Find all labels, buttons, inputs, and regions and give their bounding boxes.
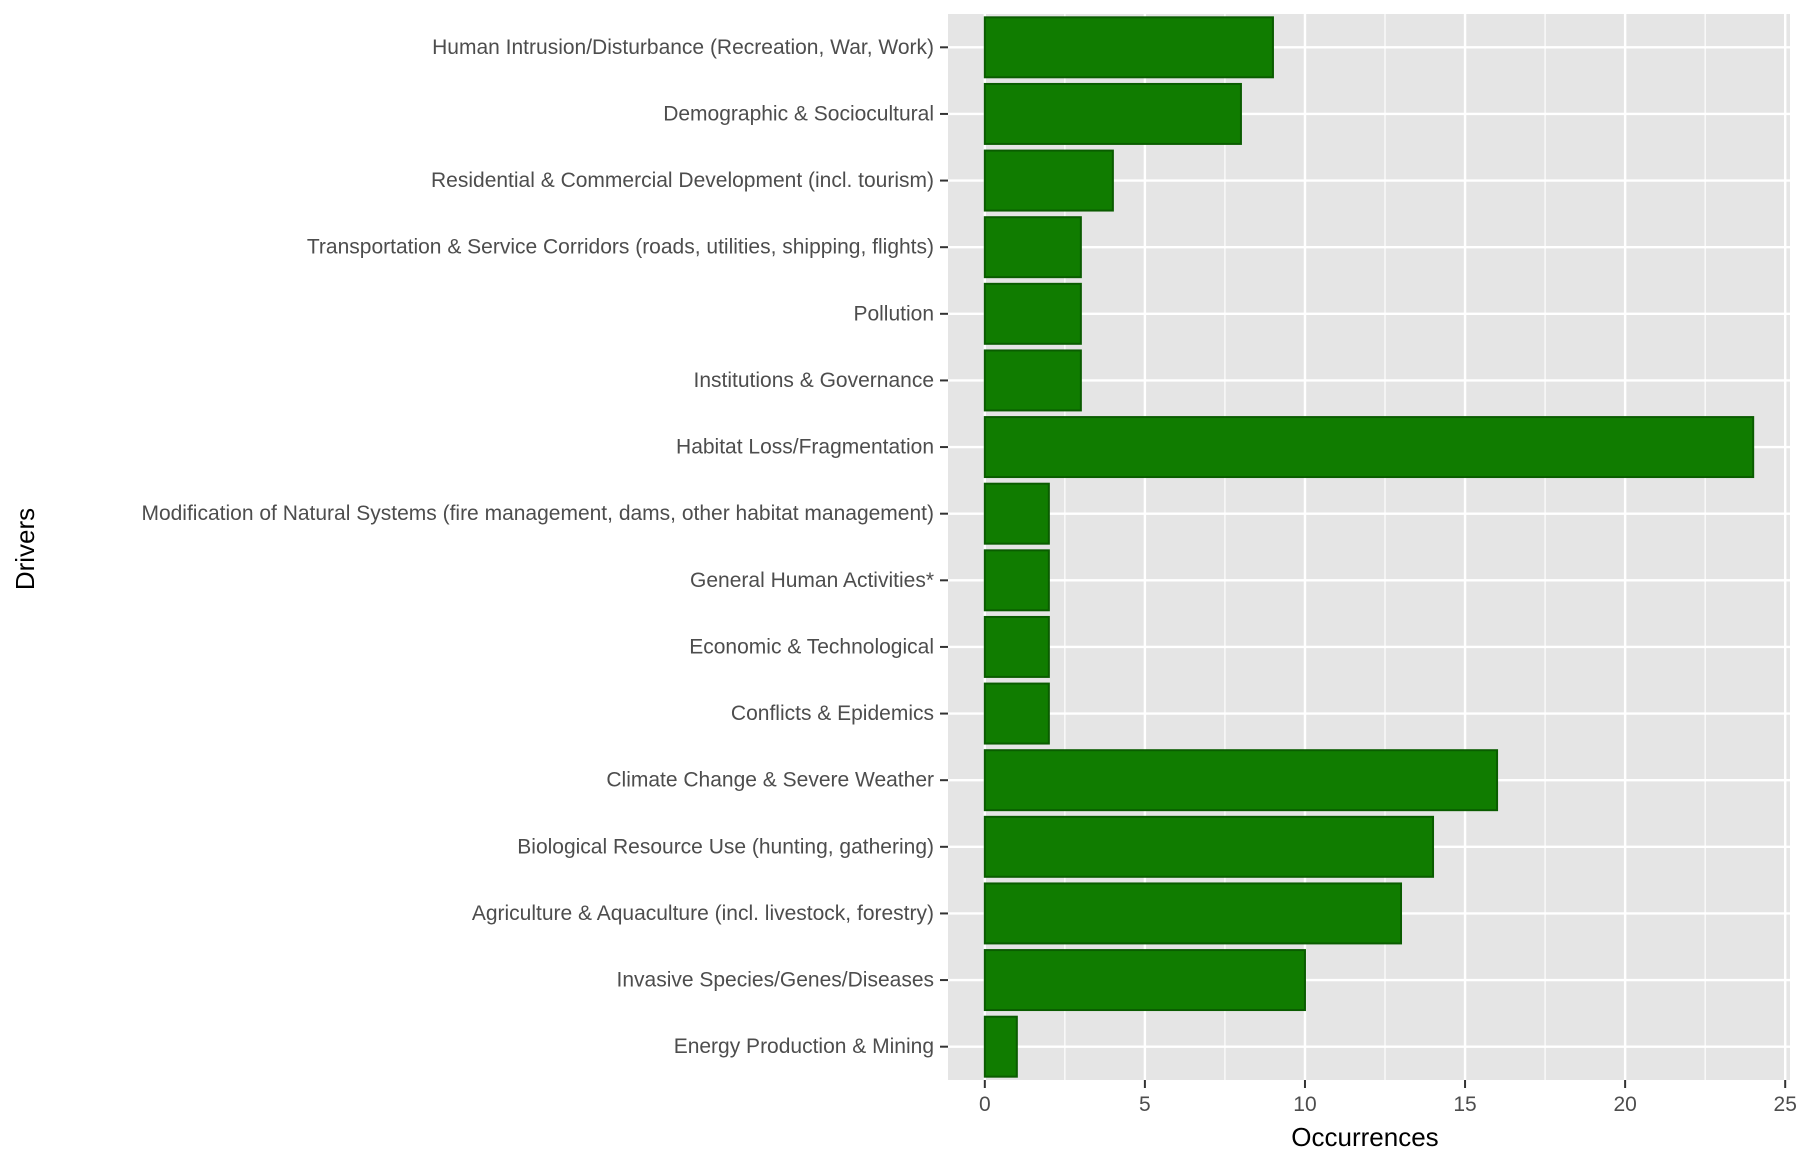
y-tick-label: Habitat Loss/Fragmentation (676, 436, 934, 459)
y-axis: Human Intrusion/Disturbance (Recreation,… (141, 36, 948, 1058)
y-tick-label: Conflicts & Epidemics (731, 702, 934, 725)
y-axis-title: Drivers (10, 508, 40, 590)
y-tick-label: Agriculture & Aquaculture (incl. livesto… (472, 902, 934, 925)
x-axis-title: Occurrences (1291, 1122, 1438, 1152)
y-tick-label: Human Intrusion/Disturbance (Recreation,… (432, 36, 934, 59)
bar (983, 815, 1435, 878)
y-tick-label: Residential & Commercial Development (in… (431, 169, 934, 192)
bar (983, 82, 1242, 145)
x-tick-label: 15 (1453, 1093, 1476, 1116)
y-tick-label: Economic & Technological (689, 635, 934, 658)
y-tick-label: Demographic & Sociocultural (663, 102, 934, 125)
bar (983, 749, 1499, 812)
y-tick-label: Transportation & Service Corridors (road… (307, 236, 934, 259)
bar (983, 882, 1403, 945)
x-tick-label: 5 (1139, 1093, 1151, 1116)
y-tick-label: General Human Activities* (690, 569, 934, 592)
bar (983, 349, 1082, 412)
bars (983, 16, 1755, 1078)
y-tick-label: Energy Production & Mining (674, 1035, 934, 1058)
x-tick-label: 0 (979, 1093, 991, 1116)
x-axis: 0 5 10 15 20 25 (979, 1080, 1797, 1116)
y-tick-label: Biological Resource Use (hunting, gather… (517, 835, 934, 858)
bar (983, 416, 1755, 479)
y-tick-label: Invasive Species/Genes/Diseases (617, 969, 935, 992)
y-tick-label: Pollution (853, 302, 934, 325)
bar (983, 549, 1050, 612)
x-tick-label: 25 (1774, 1093, 1797, 1116)
bar (983, 1015, 1018, 1078)
y-tick-label: Modification of Natural Systems (fire ma… (141, 502, 934, 525)
bar (983, 282, 1082, 345)
bar (983, 149, 1114, 212)
bar (983, 16, 1274, 79)
bar (983, 682, 1050, 745)
bar (983, 216, 1082, 279)
bar (983, 482, 1050, 545)
bar (983, 949, 1306, 1012)
y-tick-label: Climate Change & Severe Weather (606, 769, 934, 792)
x-tick-label: 20 (1613, 1093, 1636, 1116)
x-tick-label: 10 (1293, 1093, 1316, 1116)
bar (983, 615, 1050, 678)
y-tick-label: Institutions & Governance (694, 369, 934, 392)
